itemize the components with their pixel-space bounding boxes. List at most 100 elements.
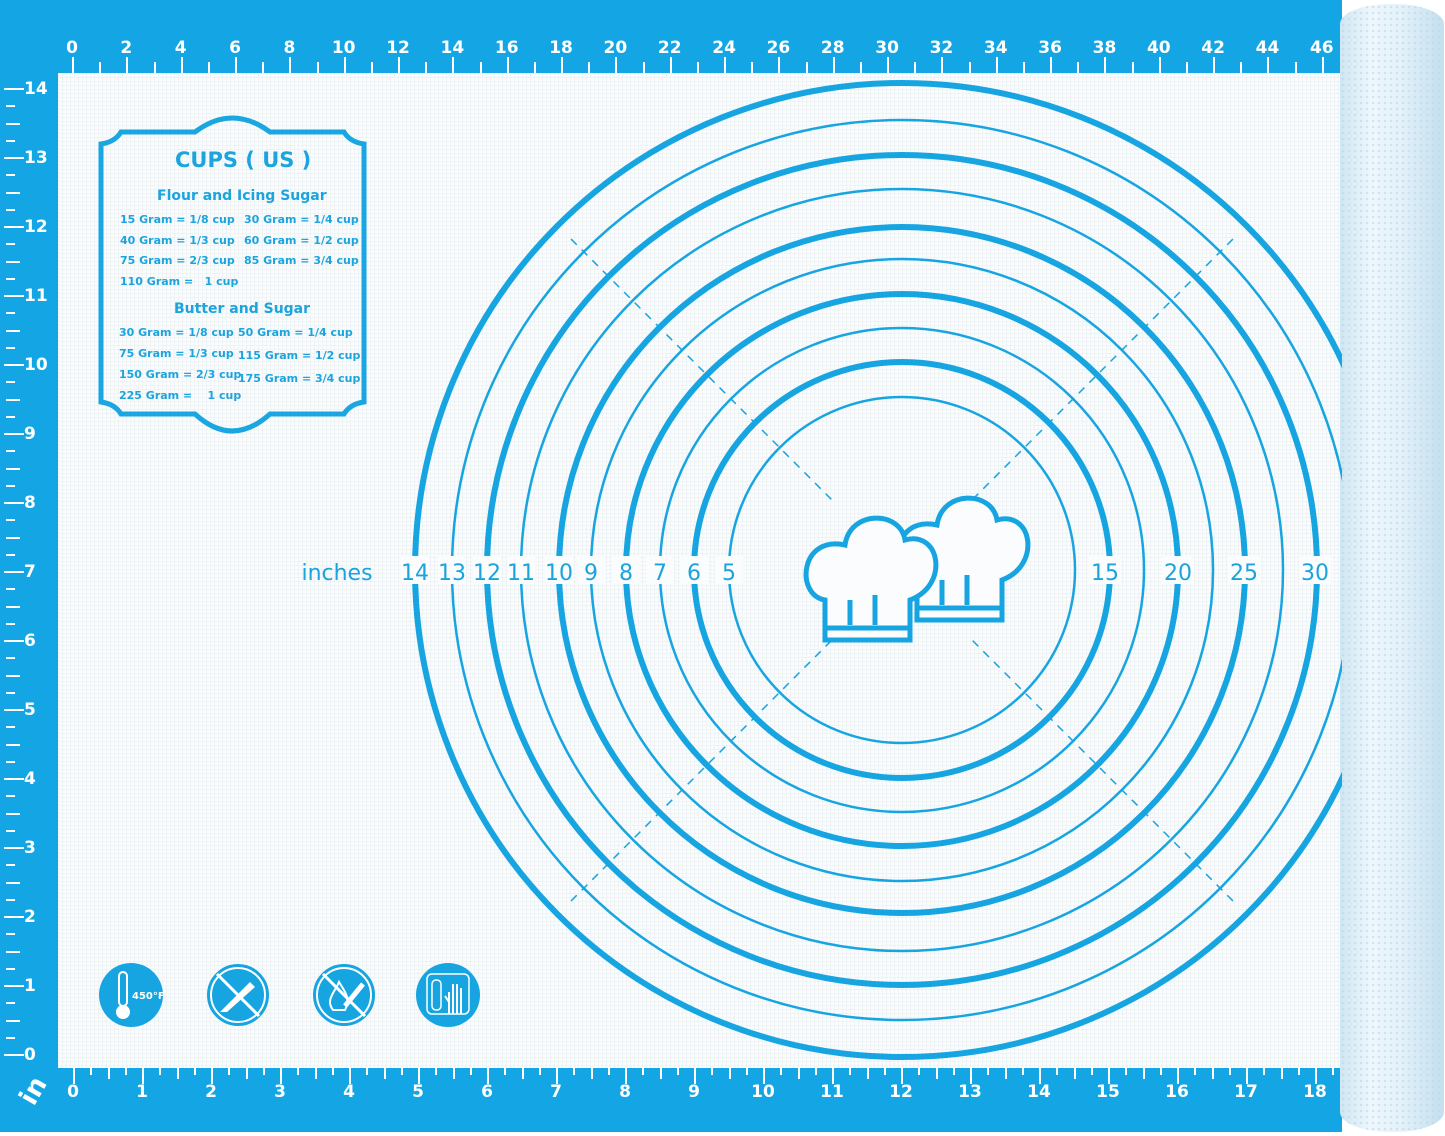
ruler-tick xyxy=(6,726,15,729)
ruler-label: 36 xyxy=(1038,38,1062,58)
conversion-entry: 30 Gram = 1/8 cup xyxy=(119,326,234,339)
ruler-tick xyxy=(832,1068,834,1084)
ruler-tick xyxy=(935,1068,938,1079)
ruler-tick xyxy=(331,1068,334,1075)
ruler-tick xyxy=(1185,62,1188,73)
ruler-tick xyxy=(1077,62,1080,73)
ruler-label: 12 xyxy=(889,1082,913,1102)
ruler-tick xyxy=(1228,1068,1231,1075)
ruler-label: 22 xyxy=(657,38,682,58)
ruler-tick xyxy=(6,536,20,539)
ruler-label: 4 xyxy=(174,38,187,58)
ruler-label: 8 xyxy=(619,1082,631,1102)
circle-inch-label: 5 xyxy=(722,561,736,586)
ruler-tick xyxy=(669,57,672,73)
inches-unit-label: inches xyxy=(301,561,372,586)
ruler-label: 46 xyxy=(1309,38,1334,58)
ruler-tick xyxy=(6,243,15,246)
ruler-label: 6 xyxy=(24,631,36,651)
ruler-tick xyxy=(6,381,15,384)
no-knife-icon xyxy=(207,964,269,1026)
ruler-tick xyxy=(6,346,15,349)
ruler-tick xyxy=(694,1068,696,1084)
dashed-guide-line xyxy=(972,233,1239,500)
ruler-tick xyxy=(561,57,564,73)
ruler-tick xyxy=(6,588,15,591)
ruler-tick xyxy=(1280,1068,1283,1079)
ruler-tick xyxy=(970,1068,972,1084)
ruler-tick xyxy=(6,519,15,522)
ruler-tick xyxy=(398,57,401,73)
ruler-tick xyxy=(859,62,862,73)
ruler-label: 2 xyxy=(120,38,133,58)
ruler-label: 3 xyxy=(274,1082,286,1102)
ruler-tick xyxy=(487,1068,489,1084)
ruler-tick xyxy=(1108,1068,1110,1084)
ruler-tick xyxy=(435,1068,438,1075)
ruler-tick xyxy=(235,57,238,73)
ruler-tick xyxy=(4,847,24,849)
ruler-tick xyxy=(180,57,183,73)
conversion-entry: 50 Gram = 1/4 cup xyxy=(238,326,353,339)
ruler-tick xyxy=(6,881,20,884)
ruler-label: 3 xyxy=(24,838,36,858)
ruler-tick xyxy=(6,260,20,263)
ruler-tick xyxy=(6,795,15,798)
circle-inch-label: 6 xyxy=(687,561,701,586)
ruler-tick xyxy=(1104,57,1107,73)
ruler-label: 0 xyxy=(67,1082,79,1102)
ruler-tick xyxy=(383,1068,386,1079)
ruler-tick xyxy=(642,62,645,73)
ruler-tick xyxy=(6,415,15,418)
ruler-label: 24 xyxy=(712,38,736,58)
ruler-tick xyxy=(6,674,20,677)
ruler-tick xyxy=(4,709,24,711)
ruler-tick xyxy=(751,62,754,73)
ruler-tick xyxy=(4,640,24,642)
ruler-label: 28 xyxy=(820,38,845,58)
ruler-tick xyxy=(6,122,20,125)
ruler-label: 18 xyxy=(1303,1082,1327,1102)
ruler-label: 42 xyxy=(1201,38,1225,58)
ruler-tick xyxy=(696,62,699,73)
ruler-tick xyxy=(952,1068,955,1075)
ruler-tick xyxy=(193,1068,196,1075)
ruler-tick xyxy=(918,1068,921,1075)
ruler-label: 38 xyxy=(1092,38,1117,58)
ruler-tick xyxy=(73,1068,75,1084)
ruler-label: 12 xyxy=(24,217,48,237)
ruler-tick xyxy=(4,226,24,228)
circle-inch-label: 13 xyxy=(438,561,466,586)
ruler-tick xyxy=(4,1054,24,1056)
ruler-tick xyxy=(1246,1068,1248,1084)
ruler-tick xyxy=(6,174,15,177)
ruler-label: 17 xyxy=(1234,1082,1258,1102)
ruler-tick xyxy=(1073,1068,1076,1079)
ruler-tick xyxy=(6,208,15,211)
ruler-tick xyxy=(4,295,24,297)
circle-cm-label: 20 xyxy=(1164,561,1192,586)
ruler-tick xyxy=(6,657,15,660)
ruler-tick xyxy=(1211,1068,1214,1079)
ruler-tick xyxy=(107,1068,110,1079)
ruler-tick xyxy=(6,277,15,280)
ruler-label: 6 xyxy=(229,38,241,58)
ruler-tick xyxy=(745,1068,748,1075)
ruler-tick xyxy=(1321,57,1324,73)
ruler-tick xyxy=(207,62,210,73)
ruler-tick xyxy=(1240,62,1243,73)
ruler-tick xyxy=(556,1068,558,1084)
ruler-tick xyxy=(126,57,129,73)
ruler-tick xyxy=(124,1068,127,1075)
ruler-label: 13 xyxy=(24,148,48,168)
ruler-tick xyxy=(153,62,156,73)
ruler-tick xyxy=(521,1068,524,1079)
ruler-tick xyxy=(995,57,998,73)
ruler-tick xyxy=(349,1068,351,1084)
ruler-label: 26 xyxy=(766,38,791,58)
ruler-tick xyxy=(262,1068,265,1075)
ruler-tick xyxy=(6,1019,20,1022)
ruler-label: 34 xyxy=(983,38,1008,58)
ruler-tick xyxy=(343,57,346,73)
ruler-tick xyxy=(159,1068,162,1075)
